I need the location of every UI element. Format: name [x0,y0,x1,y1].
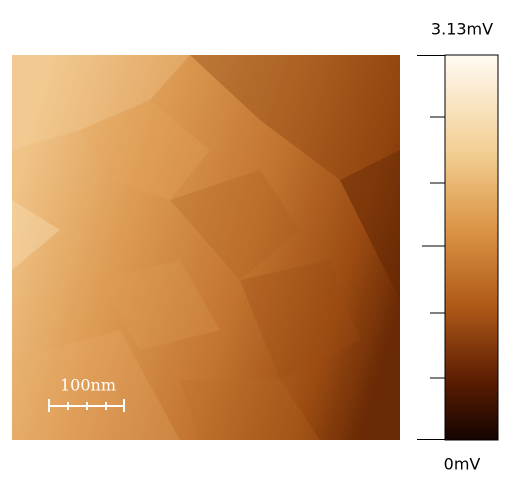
afm-figure: 100nm 3.13mV 0mV [0,0,509,477]
colorbar-ticks [417,56,445,440]
colorbar [445,55,498,440]
colorbar-max-label: 3.13mV [431,20,493,39]
scale-bar-label: 100nm [60,376,116,395]
colorbar-min-label: 0mV [444,455,481,474]
